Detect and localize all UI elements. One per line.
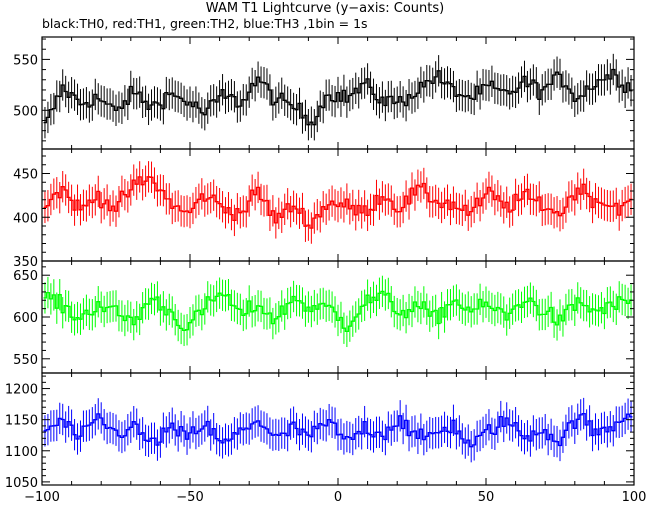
y-tick-label: 600 [13, 311, 38, 326]
y-tick-label: 1100 [5, 445, 38, 460]
x-tick-label: 0 [334, 490, 342, 505]
th1-line [43, 176, 633, 229]
th2-line [43, 290, 633, 333]
y-tick-label: 550 [13, 53, 38, 68]
y-tick-label: 400 [13, 211, 38, 226]
chart-subtitle: black:TH0, red:TH1, green:TH2, blue:TH3 … [42, 16, 368, 31]
x-tick-label: 100 [622, 490, 647, 505]
chart-title: WAM T1 Lightcurve (y−axis: Counts) [205, 1, 445, 16]
th3-line [43, 412, 633, 448]
y-tick-label: 500 [13, 104, 38, 119]
y-tick-label: 550 [13, 353, 38, 368]
y-tick-label: 650 [13, 269, 38, 284]
y-tick-label: 1050 [5, 476, 38, 491]
x-tick-label: −100 [24, 490, 60, 505]
panel-th0: 500 550 [13, 36, 635, 150]
th2-error-bars [44, 275, 632, 348]
y-tick-label: 450 [13, 168, 38, 183]
th0-line [43, 68, 633, 126]
panel-th1: 350 400 450 [13, 148, 635, 270]
y-tick-label: 1150 [5, 414, 38, 429]
panel-th3: 1050 1100 1150 1200 [5, 372, 635, 491]
th0-error-bars [44, 53, 632, 141]
x-tick-label: −50 [176, 490, 203, 505]
y-tick-label: 350 [13, 255, 38, 270]
x-tick-label: 50 [478, 490, 495, 505]
th1-error-bars [44, 161, 632, 244]
panel-th2: 550 600 650 [13, 260, 635, 374]
y-tick-label: 1200 [5, 383, 38, 398]
